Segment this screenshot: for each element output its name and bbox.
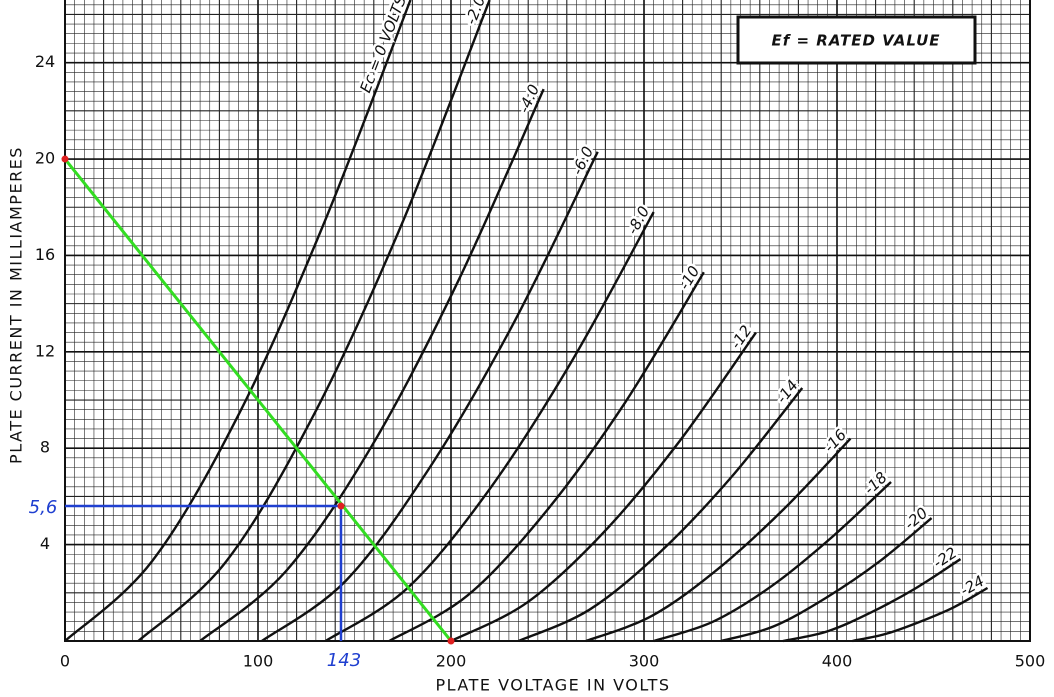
curve xyxy=(518,387,804,643)
curve xyxy=(852,586,989,643)
curve-label: -22 xyxy=(930,544,960,572)
x-tick-label: 300 xyxy=(629,652,660,671)
curve xyxy=(782,558,962,643)
curve-label: -18 xyxy=(861,468,891,498)
x-tick-label: 400 xyxy=(822,652,853,671)
load-line-end xyxy=(447,637,455,645)
curve xyxy=(199,88,545,642)
curve xyxy=(720,517,933,643)
curve xyxy=(261,151,599,642)
y-tick-label: 8 xyxy=(40,438,50,457)
x-tick-label: 200 xyxy=(436,652,467,671)
operating-point-y-label: 5,6 xyxy=(29,497,58,518)
curve xyxy=(324,211,655,643)
load-line xyxy=(63,158,453,642)
y-tick-label: 24 xyxy=(35,52,55,71)
curve xyxy=(585,437,852,643)
curve-label: -24 xyxy=(957,572,987,600)
curve-label: -16 xyxy=(820,426,850,456)
y-tick-label: 4 xyxy=(40,534,50,553)
curve-label: -20 xyxy=(901,504,931,534)
y-axis-title: PLATE CURRENT IN MILLIAMPERES xyxy=(7,146,26,464)
curve xyxy=(137,0,491,642)
y-tick-label: 20 xyxy=(35,149,55,168)
x-axis-title: PLATE VOLTAGE IN VOLTS xyxy=(435,676,670,695)
load-line-end xyxy=(61,155,69,163)
curve xyxy=(450,331,757,643)
curve xyxy=(388,271,705,643)
x-tick-label: 100 xyxy=(243,652,274,671)
grid xyxy=(64,0,1031,642)
curve-label: -10 xyxy=(675,263,703,293)
operating-point xyxy=(337,502,345,510)
y-tick-label: 16 xyxy=(35,245,55,264)
annotation: Ef = RATED VALUE xyxy=(771,32,940,50)
x-tick-label: 0 xyxy=(60,652,70,671)
annotation-box xyxy=(736,15,977,65)
y-tick-label: 12 xyxy=(35,341,55,360)
operating-point-x-label: 143 xyxy=(327,650,361,671)
x-tick-label: 500 xyxy=(1015,652,1046,671)
plot-border xyxy=(64,0,1031,642)
curve xyxy=(653,481,892,643)
